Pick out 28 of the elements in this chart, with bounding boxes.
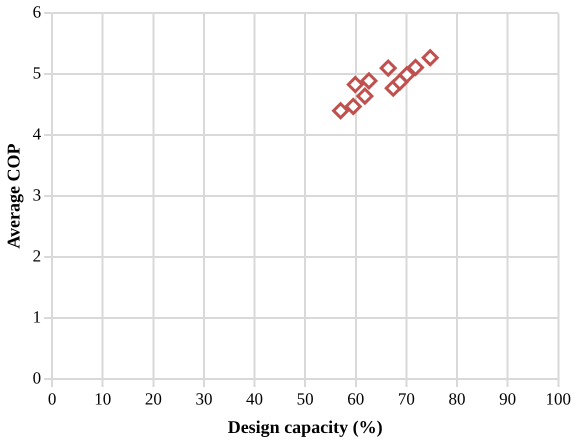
x-tick-label: 20 <box>144 390 162 409</box>
y-tick-label: 4 <box>32 124 42 144</box>
x-tick-label: 0 <box>48 390 56 409</box>
x-tick-label: 60 <box>347 390 364 409</box>
point <box>356 88 374 105</box>
x-tick-label: 90 <box>499 390 516 409</box>
point <box>422 49 439 66</box>
x-tick-label: 40 <box>246 390 264 409</box>
x-tick-label: 100 <box>546 390 571 409</box>
y-tick-label: 2 <box>32 246 42 266</box>
x-tick-label: 50 <box>296 390 314 409</box>
y-tick-label: 6 <box>32 2 42 22</box>
x-tick-label: 30 <box>195 390 212 409</box>
x-tick-label: 70 <box>398 390 415 409</box>
x-tick-label: 10 <box>94 390 112 409</box>
x-tick-label: 80 <box>448 390 466 409</box>
point <box>360 72 378 90</box>
point <box>332 102 350 120</box>
y-tick-label: 1 <box>32 308 42 326</box>
point <box>407 58 424 76</box>
y-tick-label: 3 <box>32 186 42 205</box>
y-tick-label: 5 <box>32 64 42 83</box>
y-tick-label: 0 <box>32 368 42 388</box>
point <box>380 60 397 77</box>
x-axis-title: Design capacity (%) <box>228 416 383 437</box>
point <box>344 98 362 115</box>
point <box>346 76 364 94</box>
y-axis-title: Average COP <box>3 144 24 249</box>
